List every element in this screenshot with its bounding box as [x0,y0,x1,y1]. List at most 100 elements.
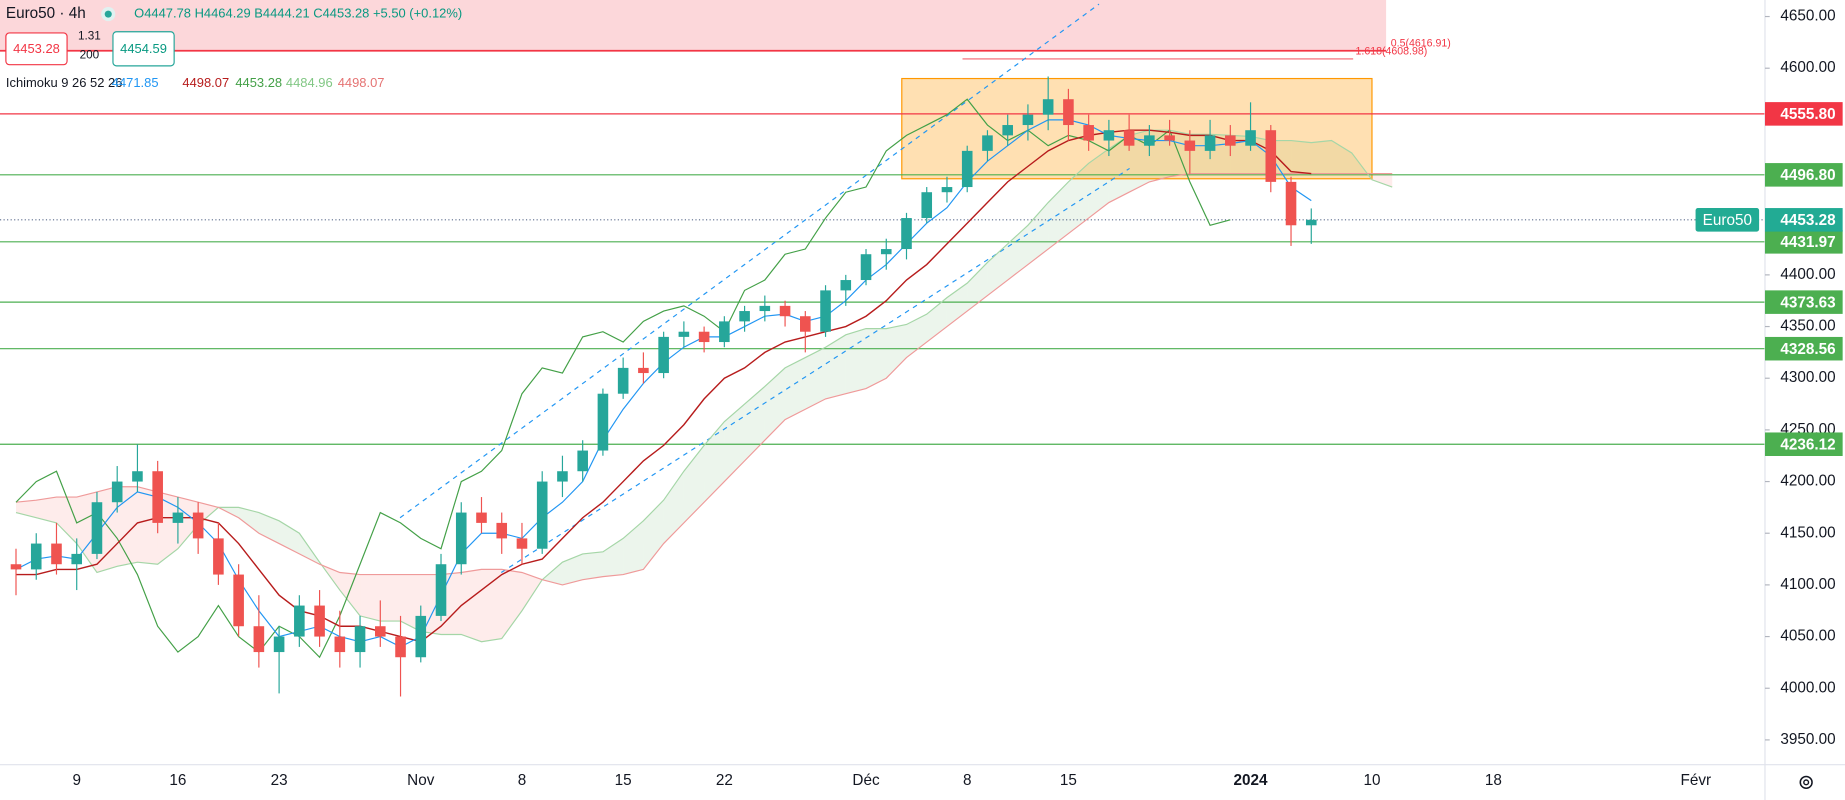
cloud-segment [501,569,522,639]
quantity[interactable]: 200 [80,48,100,61]
candle-body [1002,125,1013,136]
cloud-segment [1291,140,1312,174]
cloud-segment [1027,202,1049,265]
candle-body [455,512,467,565]
candle-body [1305,219,1317,226]
buy-price[interactable]: 4454.59 [120,41,167,56]
level-badge-label: 4496.80 [1780,167,1835,184]
symbol-badge [1695,208,1760,232]
span-b-line [15,172,1393,586]
settings-icon[interactable] [1799,775,1813,789]
cloud-segment [1088,148,1109,219]
candle-body [961,150,973,188]
x-tick-label: 23 [271,772,288,789]
candle-body [982,135,993,151]
candle-body [334,636,346,653]
axes: 3950.00 4000.00 4050.00 4100.00 4150.00 4200.… [72,8,1843,789]
cloud-segment [481,569,502,642]
candle-body [577,450,588,472]
x-tick-label: Nov [407,772,435,789]
cloud-segment [582,551,603,580]
cloud-segment [866,328,887,389]
cloud-segment [1007,225,1028,281]
cloud-segment [238,507,259,534]
indicator-value: 4498.07 [182,75,229,90]
cloud-segment [1068,163,1089,234]
cloud-segment [177,497,199,549]
cloud-segment [542,562,563,585]
y-tick-label: 4150.00 [1780,524,1835,541]
level-badge [1764,336,1843,361]
candle-body [496,522,508,539]
level-badge-label: 4373.63 [1780,294,1835,311]
cloud-segment [825,334,846,399]
candle-body [597,393,609,451]
fib-label: 1.618(4608.98) [1356,46,1428,58]
cloud-segment [380,574,401,622]
range-box [901,77,1373,180]
plot-area: 0.5(4616.91)1.618(4608.98) [0,0,1765,697]
x-tick-label: 15 [615,772,632,789]
level-badge-label: 4328.56 [1780,341,1835,358]
x-tick-label: 15 [1060,772,1077,789]
buy-button[interactable] [112,31,175,67]
x-tick-label: Févr [1681,772,1712,789]
candle-body [719,321,730,343]
spread: 1.31 [78,30,101,43]
candle-body [273,636,285,653]
cloud-segment [946,283,968,327]
candle-body [10,564,22,570]
cloud-segment [602,538,624,577]
candle-body [192,512,204,539]
y-tick-label: 4000.00 [1780,679,1835,696]
candle-body [658,336,669,374]
x-tick-label: 10 [1363,772,1380,789]
cloud-segment [461,569,482,642]
price-axis [1764,0,1845,765]
level-badge-label: 4431.97 [1780,234,1835,251]
y-tick-label: 4200.00 [1780,473,1835,490]
candle-body [800,316,811,332]
indicator-name[interactable]: Ichimoku 9 26 52 26 [6,75,123,90]
sell-price[interactable]: 4453.28 [13,41,60,56]
cloud-segment [521,572,543,611]
cloud-segment [744,386,765,461]
span-a-line [15,129,1393,643]
cloud-segment [1371,173,1393,188]
cloud-segment [704,421,725,503]
cloud-segment [258,512,280,544]
y-tick-label: 4100.00 [1780,576,1835,593]
x-tick-label: 18 [1485,772,1502,789]
gear[interactable] [1799,775,1813,789]
cloud-segment [724,404,745,482]
candle-body [840,280,852,291]
level-badge-label: 4555.80 [1780,106,1835,123]
candle-body [779,305,791,317]
candle-body [476,512,487,523]
x-tick-label: 8 [963,772,972,789]
candle-body [921,192,933,219]
candle-body [415,615,427,658]
candle-body [860,254,872,281]
candle-body [395,636,406,658]
candle-body [698,331,710,343]
symbol[interactable]: Euro50 · 4h [6,5,86,22]
x-tick-label: 8 [518,772,527,789]
candle-body [1063,99,1074,126]
candle-body [1265,130,1277,182]
candle-body [51,543,62,565]
candle-body [1042,99,1054,115]
fib-label: 0.5(4616.91) [1391,37,1451,49]
candle-body [638,367,649,374]
candle-body [213,538,224,575]
gear-center[interactable] [1803,779,1810,786]
candle-body [739,311,750,322]
candle-body [536,481,548,549]
cloud-segment [218,507,239,518]
cloud-segment [643,500,664,570]
candle-body [1083,125,1094,141]
x-tick-label: 16 [169,772,186,789]
sell-button[interactable] [5,32,68,66]
cloud-segment [562,553,583,585]
